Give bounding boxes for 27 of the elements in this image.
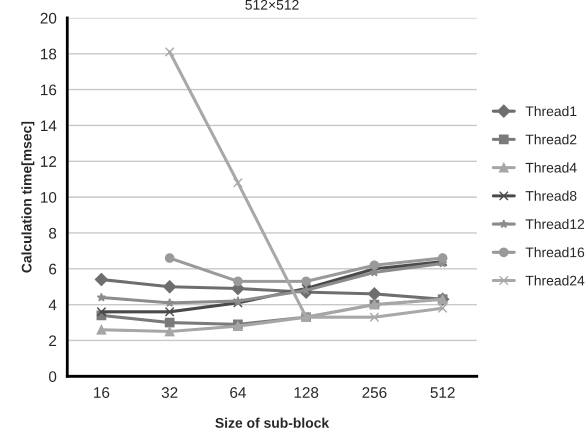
legend-label: Thread24 [526,275,584,286]
y-tick-label: 2 [49,335,56,346]
y-tick-label: 18 [41,48,56,60]
legend-label: Thread16 [526,247,584,258]
x-tick-label: 64 [230,387,246,398]
x-tick-label: 32 [162,387,178,398]
chart-title: 512×512 [245,0,299,10]
y-tick-label: 8 [49,228,56,239]
x-tick-label: 256 [362,387,386,398]
y-tick-label: 4 [48,300,56,310]
y-tick-label: 16 [41,84,56,96]
y-tick-label: 20 [40,12,56,24]
legend-label: Thread12 [526,218,584,230]
legend-label: Thread8 [526,190,576,201]
x-tick-label: 16 [94,387,110,398]
y-axis-title: Calculation time[msec] [21,122,34,273]
y-tick-label: 6 [49,264,56,274]
x-axis-title: Size of sub-block [215,418,330,428]
y-tick-label: 12 [41,156,56,167]
x-tick-label: 512 [430,387,455,398]
x-tick-label: 128 [294,387,318,398]
y-tick-label: 14 [41,120,56,131]
legend-label: Thread4 [526,162,577,173]
legend-label: Thread2 [526,134,576,144]
y-tick-label: 10 [41,192,56,203]
y-tick-label: 0 [48,371,56,382]
legend-label: Thread1 [526,106,576,116]
